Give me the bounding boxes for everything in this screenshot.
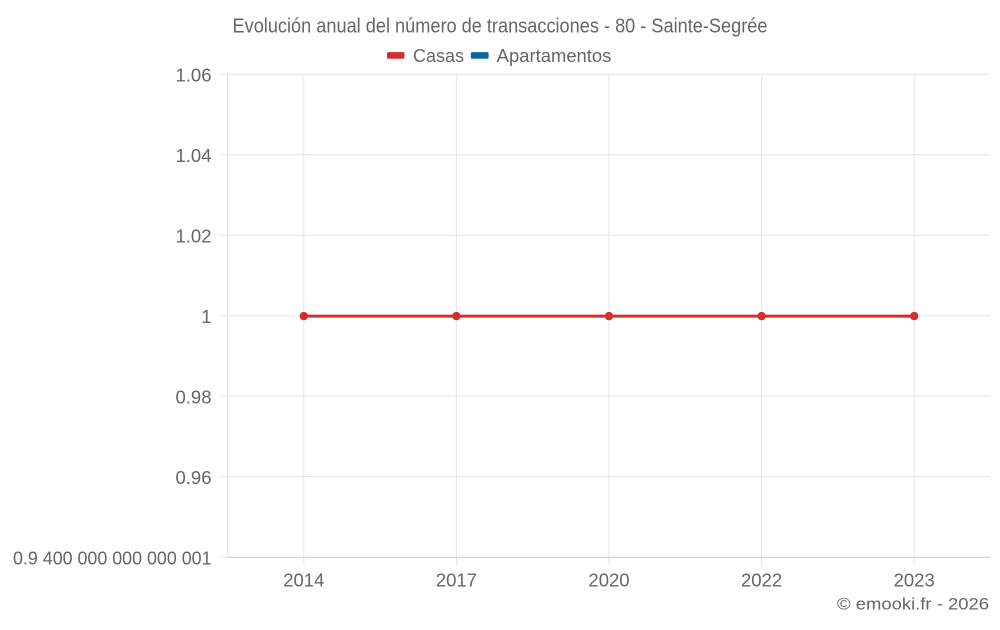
svg-text:0.9 400 000 000 000 001: 0.9 400 000 000 000 001 — [13, 548, 212, 569]
svg-text:Casas: Casas — [413, 46, 464, 66]
svg-text:1.02: 1.02 — [175, 226, 211, 247]
svg-text:0.96: 0.96 — [175, 467, 211, 488]
svg-text:2023: 2023 — [894, 569, 935, 590]
svg-text:Evolución anual del número de: Evolución anual del número de transaccio… — [233, 15, 768, 37]
svg-text:1.06: 1.06 — [175, 65, 211, 86]
svg-text:1.04: 1.04 — [175, 145, 211, 166]
svg-text:Apartamentos: Apartamentos — [497, 46, 612, 66]
svg-text:0.98: 0.98 — [175, 386, 211, 407]
svg-text:2020: 2020 — [588, 569, 629, 590]
svg-text:2017: 2017 — [436, 569, 477, 590]
svg-text:2014: 2014 — [283, 569, 324, 590]
svg-text:2022: 2022 — [741, 569, 782, 590]
svg-text:© emooki.fr - 2026: © emooki.fr - 2026 — [837, 595, 989, 614]
svg-text:1: 1 — [201, 306, 211, 327]
